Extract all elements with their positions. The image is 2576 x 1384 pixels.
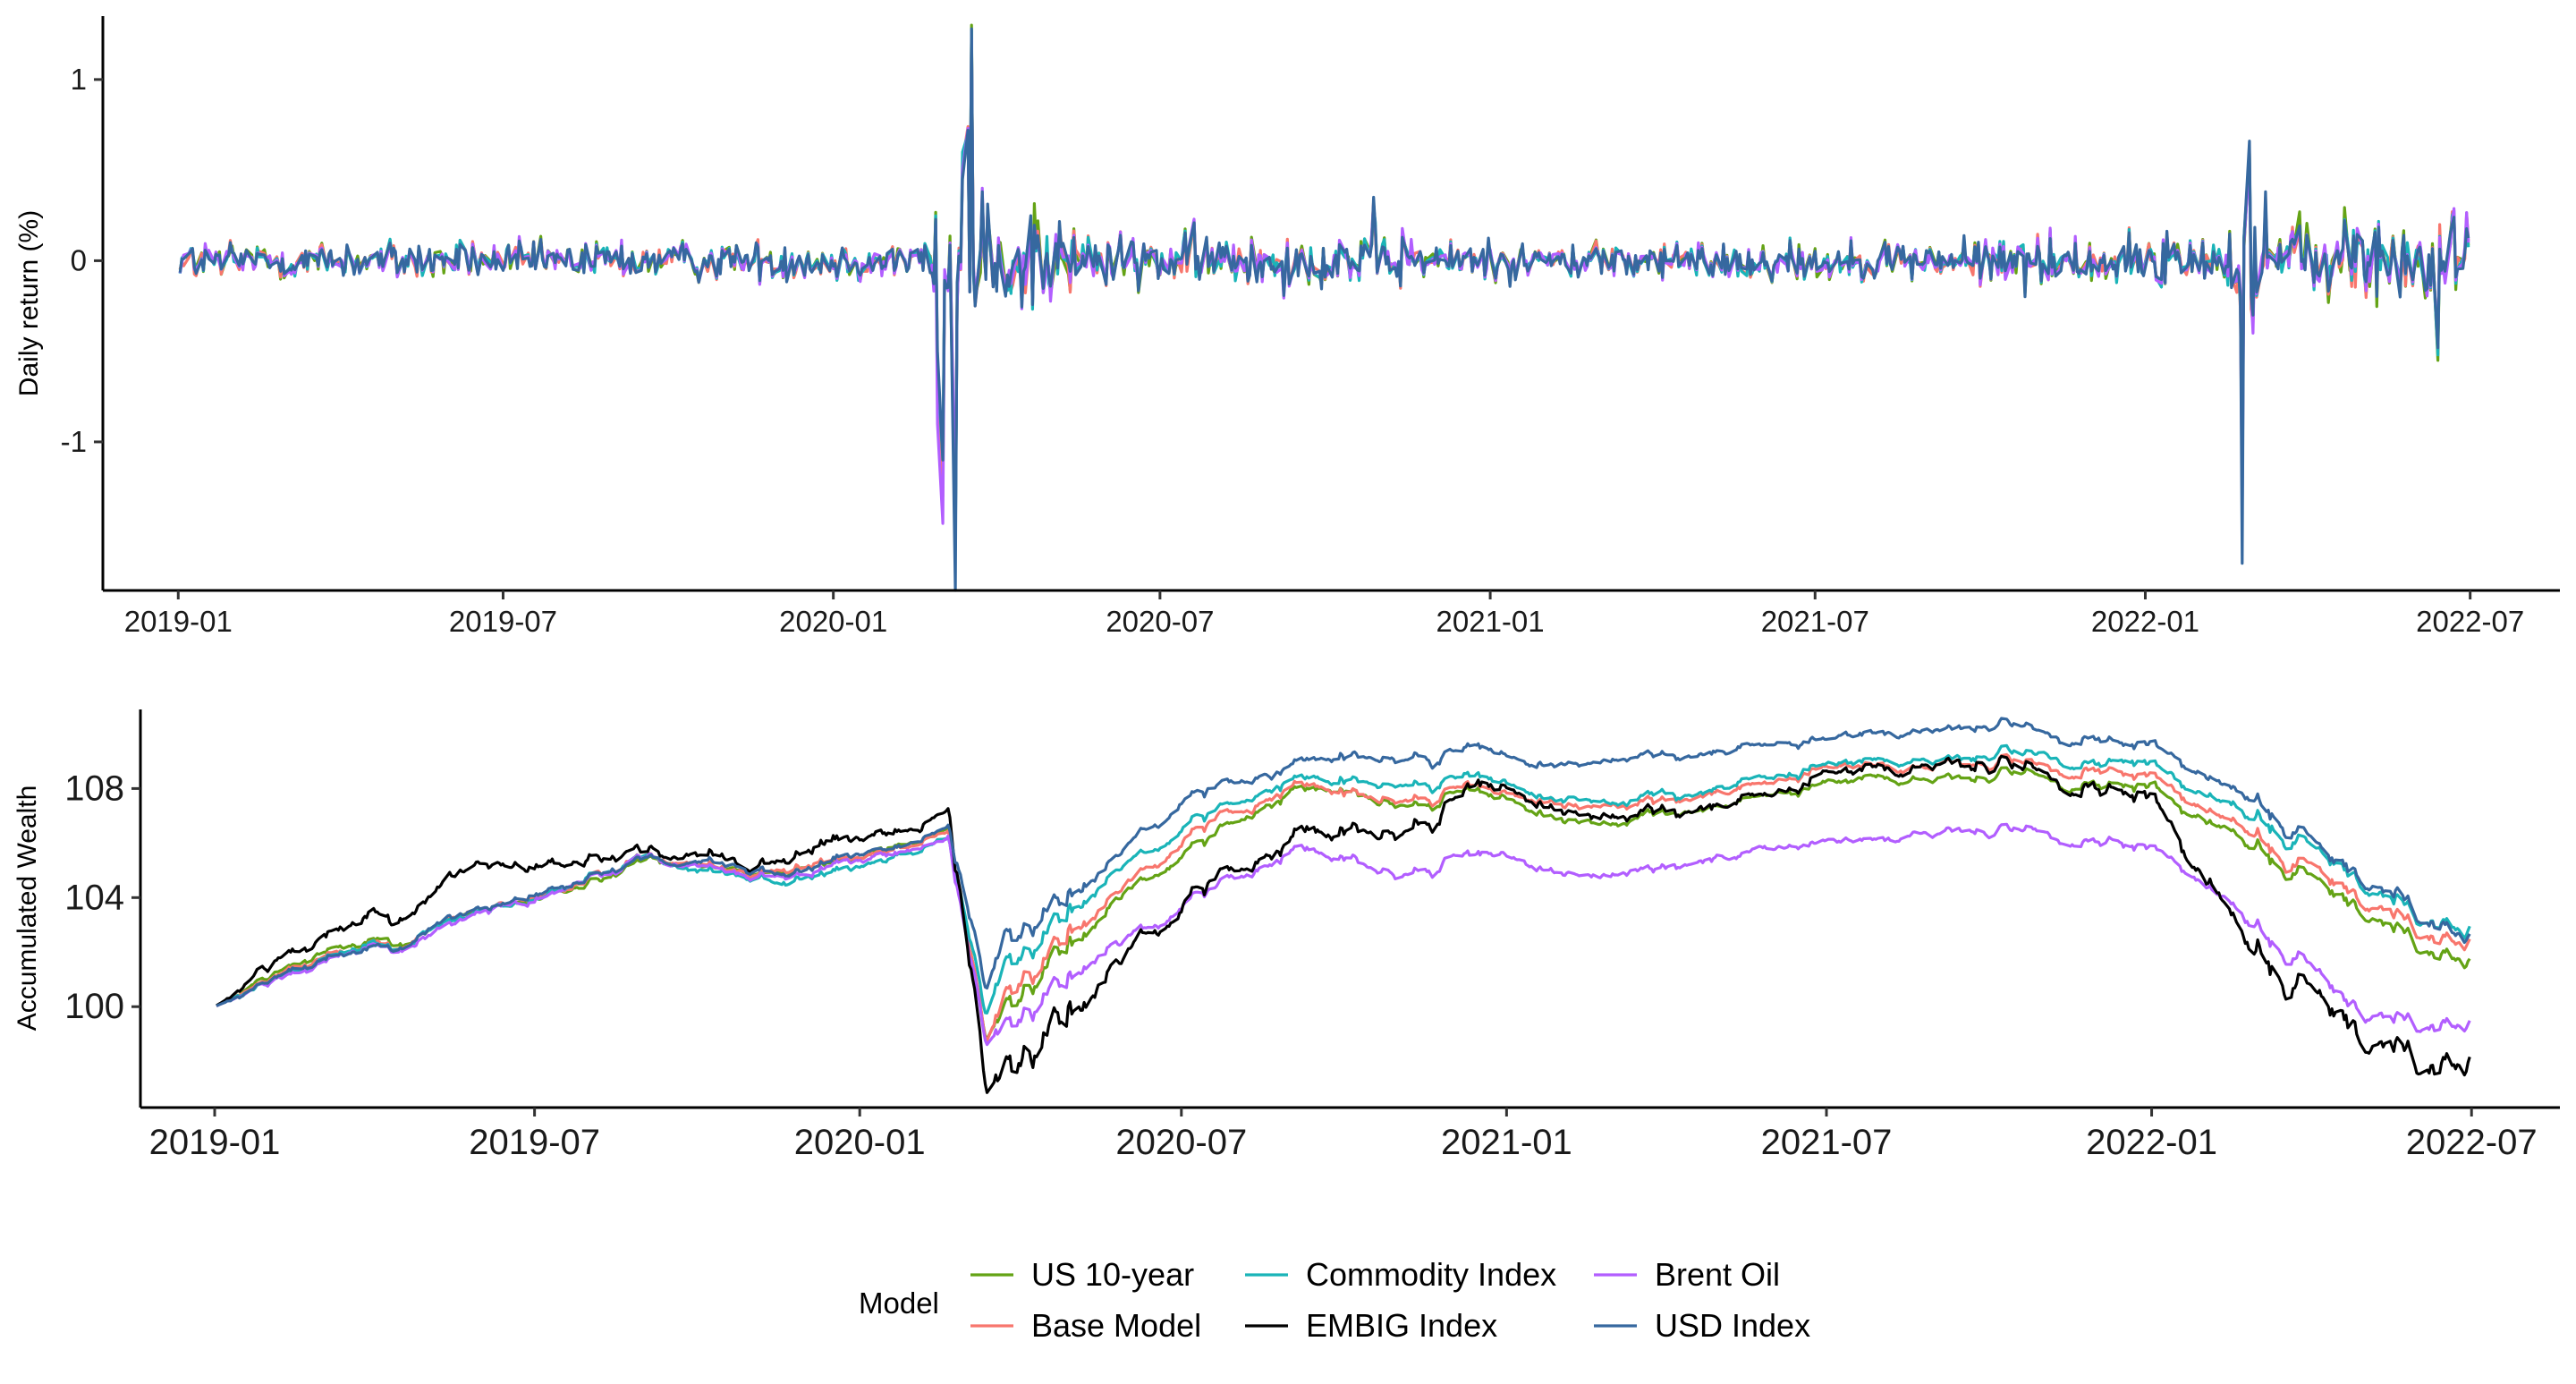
x-tick-label: 2019-01 [149,1123,281,1162]
x-ticks: 2019-01 2019-07 2020-01 2020-07 2021-01 2021-… [124,590,2524,638]
accumulated-wealth-lines [216,717,2471,1094]
series-line-usd-index [178,27,2470,592]
daily-return-panel: -1 0 1 2019-01 2019-07 2020-01 2020-07 2021-01… [14,16,2560,638]
x-tick-label: 2020-07 [1115,1123,1247,1162]
y-ticks: 100 104 108 [64,768,140,1026]
legend-label: Brent Oil [1655,1256,1780,1293]
legend-label: EMBIG Index [1306,1307,1497,1344]
series-line-us-10-year [216,766,2471,1040]
y-tick-label: 100 [64,987,124,1026]
legend-label: US 10-year [1031,1256,1194,1293]
x-tick-label: 2020-01 [779,605,887,638]
y-tick-label: 1 [71,63,87,96]
x-ticks: 2019-01 2019-07 2020-01 2020-07 2021-01 2021-… [149,1108,2538,1162]
legend-label: USD Index [1655,1307,1810,1344]
series-line-commodity-index [178,29,2470,552]
legend-label: Commodity Index [1306,1256,1556,1293]
x-tick-label: 2021-01 [1441,1123,1572,1162]
daily-return-lines [178,23,2470,592]
x-tick-label: 2019-07 [449,605,557,638]
x-tick-label: 2022-07 [2406,1123,2538,1162]
y-ticks: -1 0 1 [61,63,103,458]
legend-label: Base Model [1031,1307,1201,1344]
y-axis-title: Daily return (%) [14,210,44,396]
legend: Model US 10-year Commodity Index Brent Oil… [859,1256,1810,1344]
series-line-usd-index [216,717,2471,1007]
y-tick-label: 104 [64,878,124,917]
series-line-base-model [178,32,2470,543]
x-tick-label: 2020-07 [1106,605,1214,638]
legend-title: Model [859,1286,939,1320]
x-tick-label: 2022-07 [2416,605,2524,638]
y-tick-label: 108 [64,768,124,808]
series-line-embig-index [216,754,2471,1094]
x-tick-label: 2021-01 [1436,605,1545,638]
series-line-brent-oil [178,38,2470,525]
y-axis-title: Accumulated Wealth [13,785,42,1032]
x-tick-label: 2021-07 [1761,1123,1893,1162]
x-tick-label: 2022-01 [2091,605,2199,638]
x-tick-label: 2022-01 [2086,1123,2217,1162]
y-tick-label: -1 [61,425,87,458]
x-tick-label: 2020-01 [794,1123,926,1162]
legend-items: US 10-year Commodity Index Brent Oil Base M… [970,1256,1810,1344]
series-line-brent-oil [216,822,2471,1047]
x-tick-label: 2019-01 [124,605,233,638]
x-tick-label: 2021-07 [1761,605,1869,638]
y-tick-label: 0 [71,243,87,276]
x-tick-label: 2019-07 [469,1123,600,1162]
